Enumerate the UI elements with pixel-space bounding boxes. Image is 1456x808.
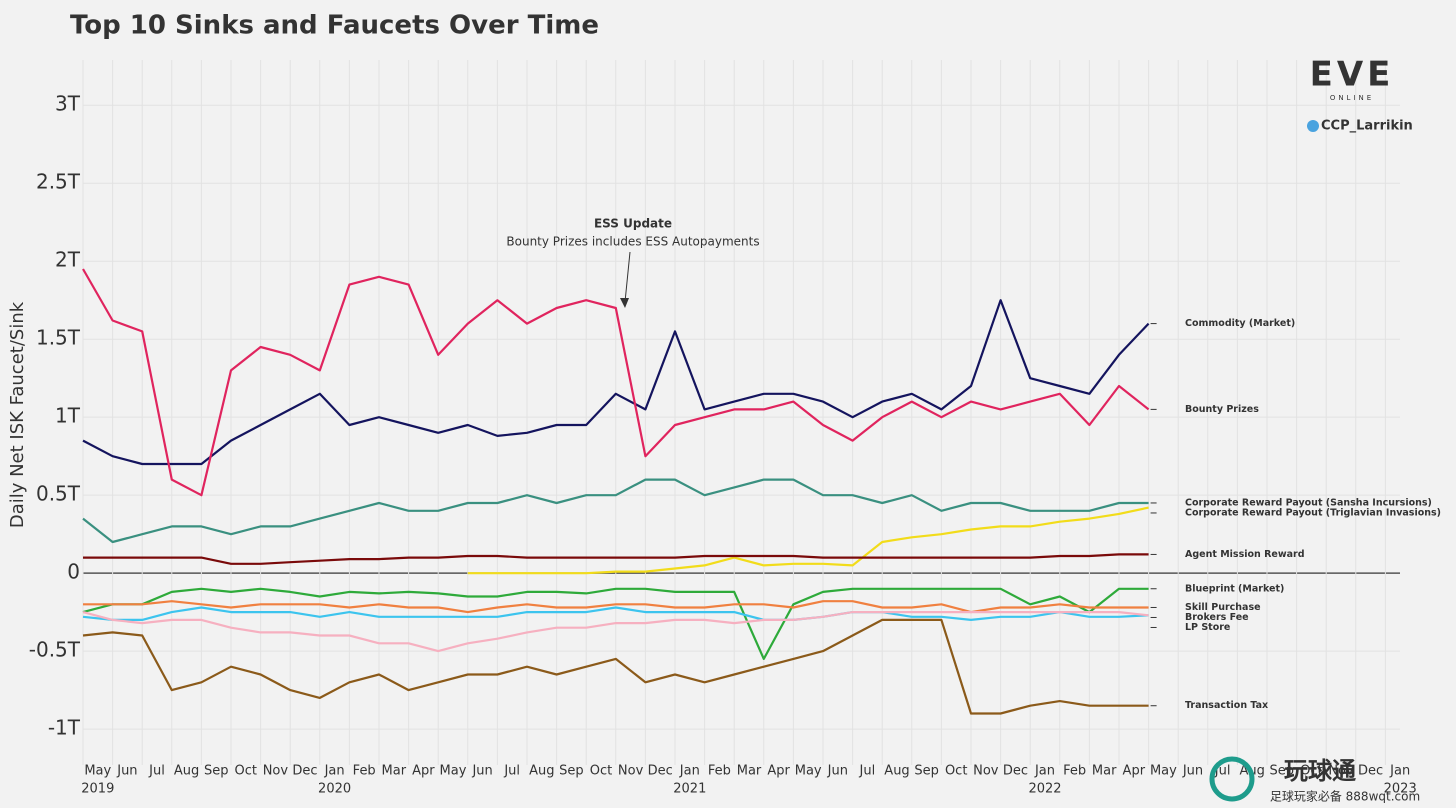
x-tick-label: Jan [1389, 764, 1410, 779]
series-label: LP Store [1185, 622, 1230, 633]
year-label: 2022 [1028, 782, 1061, 797]
series-line [82, 587, 1149, 660]
x-tick-label: Dec [1003, 764, 1028, 779]
series-label: Corporate Reward Payout (Triglavian Inva… [1185, 507, 1441, 518]
x-tick-label: Apr [412, 764, 435, 779]
x-tick-label: May [795, 764, 822, 779]
x-tick-label: Sep [559, 764, 584, 779]
series-line [82, 618, 1149, 715]
series-label: Transaction Tax [1185, 700, 1268, 711]
x-tick-label: Oct [945, 764, 967, 779]
x-tick-label: Sep [914, 764, 939, 779]
x-tick-label: Oct [590, 764, 612, 779]
x-tick-label: Jul [859, 764, 876, 779]
series-label: Corporate Reward Payout (Sansha Incursio… [1185, 497, 1432, 508]
x-tick-label: Feb [1063, 764, 1086, 779]
annotation-arrowhead [620, 298, 629, 308]
watermark-name: 玩球通 [1284, 757, 1356, 785]
x-tick-label: Aug [174, 764, 199, 779]
x-tick-label: Mar [1092, 764, 1117, 779]
year-label: 2023 [1384, 782, 1417, 797]
year-label: 2019 [81, 782, 114, 797]
series-line [467, 506, 1149, 575]
watermark-tagline: 足球玩家必备 888wqt.com [1270, 789, 1420, 804]
y-tick-label: 0.5T [36, 482, 81, 506]
x-tick-label: Nov [973, 764, 999, 779]
y-tick-label: 2.5T [36, 170, 81, 194]
x-tick-label: Jan [1034, 764, 1055, 779]
series-label: Commodity (Market) [1185, 318, 1295, 329]
y-tick-label: 1T [55, 404, 81, 428]
x-tick-label: Mar [382, 764, 407, 779]
x-tick-label: Dec [292, 764, 317, 779]
series-line [82, 478, 1149, 544]
y-axis-label: Daily Net ISK Faucet/Sink [7, 301, 28, 528]
x-tick-label: Oct [235, 764, 257, 779]
series-line [82, 606, 1149, 621]
y-tick-label: -1T [48, 716, 81, 740]
logo-sub: ONLINE [1330, 94, 1374, 102]
series-label: Agent Mission Reward [1185, 549, 1305, 560]
x-tick-label: Sep [1270, 764, 1295, 779]
year-label: 2021 [673, 782, 706, 797]
series-line [82, 299, 1150, 466]
x-tick-label: Apr [1123, 764, 1146, 779]
x-tick-label: Jun [827, 764, 848, 779]
series-label: Brokers Fee [1185, 612, 1249, 623]
y-tick-label: 1.5T [36, 326, 81, 350]
series-line [83, 553, 1149, 565]
x-tick-label: Jan [679, 764, 700, 779]
series-label: Blueprint (Market) [1185, 583, 1284, 594]
y-tick-label: 0 [67, 560, 80, 584]
x-tick-label: Apr [767, 764, 790, 779]
series-label: Skill Purchase [1185, 602, 1261, 613]
y-tick-label: 2T [55, 248, 81, 272]
x-tick-label: Jul [503, 764, 520, 779]
x-tick-label: Nov [263, 764, 289, 779]
x-tick-label: Mar [737, 764, 762, 779]
plot-area: -1T -0.5T 0 0.5T 1T 1.5T 2T 2.5T 3T May Jun Jul Aug S… [29, 60, 1441, 797]
annotation-title: ESS Update [594, 217, 672, 231]
x-tick-label: May [440, 764, 467, 779]
x-tick-label: Nov [618, 764, 644, 779]
x-tick-label: Feb [708, 764, 731, 779]
annotation-arrow [624, 251, 631, 303]
y-tick-label: 3T [55, 92, 81, 116]
annotation-text: Bounty Prizes includes ESS Autopayments [506, 235, 759, 249]
x-tick-label: Jan [324, 764, 345, 779]
logo: EVE [1310, 55, 1395, 95]
x-tick-label: Jun [116, 764, 137, 779]
x-tick-label: Sep [204, 764, 229, 779]
series-line [82, 611, 1149, 653]
x-tick-label: Feb [353, 764, 376, 779]
x-tick-label: May [84, 764, 111, 779]
x-tick-label: Jul [148, 764, 165, 779]
x-tick-label: Jun [1182, 764, 1203, 779]
x-tick-label: Nov [1328, 764, 1354, 779]
x-tick-label: Dec [648, 764, 673, 779]
chart-title: Top 10 Sinks and Faucets Over Time [70, 11, 599, 41]
year-label: 2020 [318, 782, 351, 797]
x-tick-label: May [1150, 764, 1177, 779]
y-tick-label: -0.5T [29, 638, 81, 662]
x-tick-label: Jun [471, 764, 492, 779]
x-tick-label: Aug [529, 764, 554, 779]
x-tick-label: Oct [1300, 764, 1322, 779]
series-line [82, 268, 1150, 497]
handle: CCP_Larrikin [1321, 119, 1413, 134]
twitter-icon [1307, 120, 1319, 132]
watermark-icon [1209, 756, 1255, 802]
x-tick-label: Dec [1358, 764, 1383, 779]
series-label: Bounty Prizes [1185, 404, 1259, 415]
x-tick-label: Aug [884, 764, 909, 779]
